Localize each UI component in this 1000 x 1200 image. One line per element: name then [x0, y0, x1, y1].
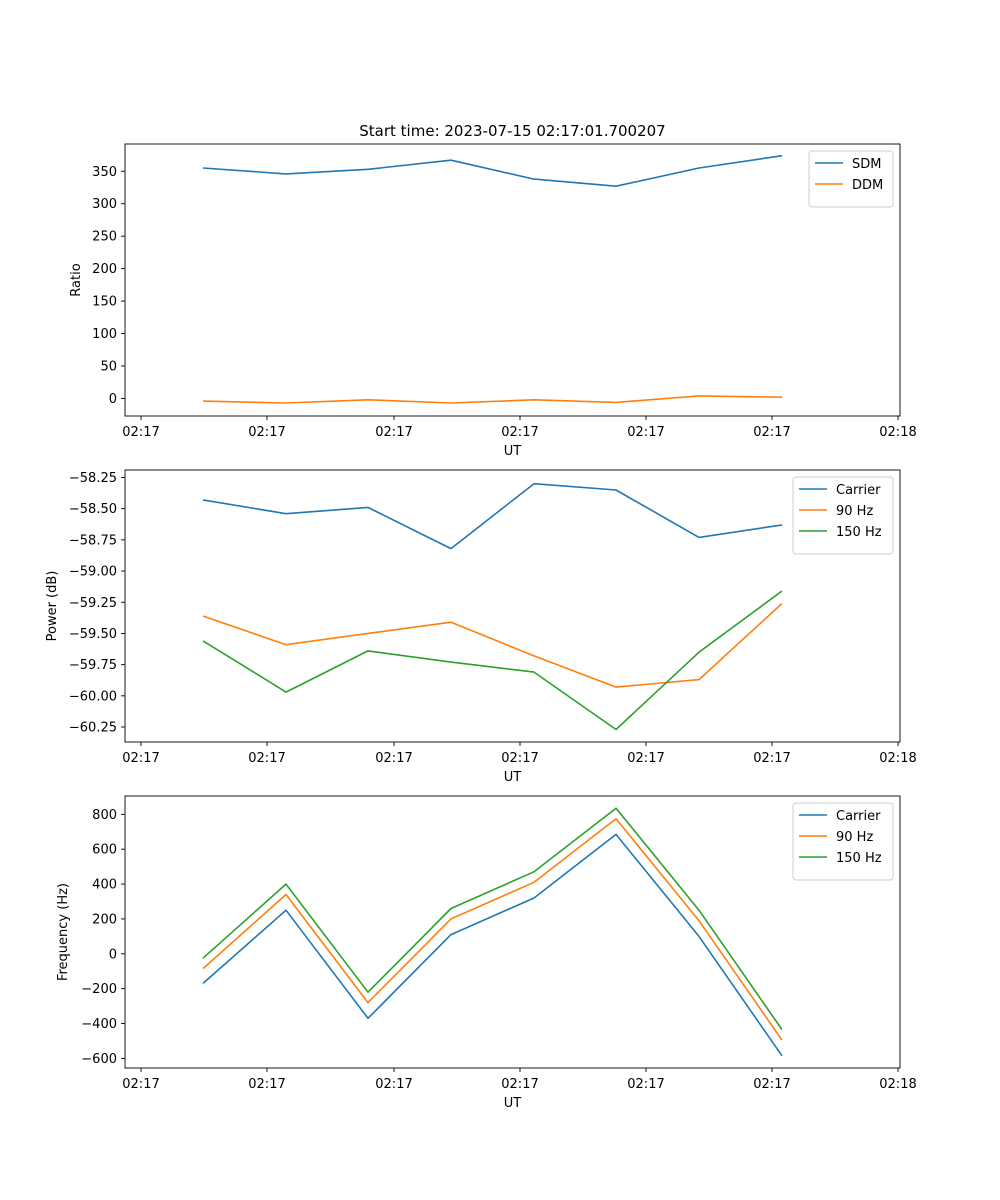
x-axis-label: UT [504, 1096, 522, 1111]
y-tick-label: 0 [109, 392, 117, 407]
y-tick-label: 800 [92, 808, 117, 823]
y-tick-label: 350 [92, 165, 117, 180]
legend-box [792, 802, 894, 881]
plot-frame [124, 469, 901, 743]
x-tick-label: 02:17 [627, 751, 664, 766]
x-tick-label: 02:17 [248, 1077, 285, 1092]
y-tick-label: 250 [92, 230, 117, 245]
x-tick-label: 02:17 [122, 751, 159, 766]
legend-label: 150 Hz [836, 525, 882, 540]
x-tick-label: 02:18 [879, 425, 916, 440]
series-line-ddm [202, 395, 783, 404]
series-line-150-hz [202, 590, 783, 731]
y-tick-label: 150 [92, 295, 117, 310]
x-tick-label: 02:17 [248, 751, 285, 766]
x-axis-label: UT [504, 770, 522, 785]
legend: SDM DDM [808, 150, 894, 208]
legend-label: DDM [852, 178, 883, 193]
y-tick-label: 200 [92, 912, 117, 927]
legend-label: Carrier [836, 809, 881, 824]
ratio-chart: Start time: 2023-07-15 02:17:01.70020702… [69, 122, 917, 459]
legend-label: 90 Hz [836, 830, 873, 845]
x-tick-label: 02:17 [627, 425, 664, 440]
y-axis-label: Frequency (Hz) [56, 883, 71, 981]
series-line-carrier [202, 833, 783, 1057]
y-tick-label: −59.25 [69, 596, 117, 611]
y-tick-label: −59.50 [69, 627, 117, 642]
frequency-chart: 02:17 02:17 02:17 02:17 02:17 02:17 02:18 −600 −… [56, 795, 917, 1111]
y-tick-label: 0 [109, 947, 117, 962]
y-tick-label: 300 [92, 197, 117, 212]
legend: Carrier 90 Hz 150 Hz [792, 802, 894, 881]
legend-label: SDM [852, 157, 881, 172]
legend-box [792, 476, 894, 555]
y-tick-label: 200 [92, 262, 117, 277]
x-tick-label: 02:17 [501, 1077, 538, 1092]
x-tick-label: 02:17 [375, 425, 412, 440]
x-tick-label: 02:17 [122, 1077, 159, 1092]
y-tick-label: 600 [92, 843, 117, 858]
legend-box [808, 150, 894, 208]
x-tick-label: 02:17 [753, 1077, 790, 1092]
x-tick-label: 02:17 [753, 751, 790, 766]
x-tick-label: 02:17 [753, 425, 790, 440]
y-tick-label: 100 [92, 327, 117, 342]
legend-label: 90 Hz [836, 504, 873, 519]
y-tick-label: −58.25 [69, 471, 117, 486]
y-tick-label: −60.00 [69, 689, 117, 704]
x-tick-label: 02:17 [375, 751, 412, 766]
x-tick-label: 02:17 [375, 1077, 412, 1092]
y-axis-label: Power (dB) [45, 571, 60, 642]
y-tick-label: −58.50 [69, 502, 117, 517]
x-tick-label: 02:17 [248, 425, 285, 440]
legend-label: Carrier [836, 483, 881, 498]
y-tick-label: −59.00 [69, 565, 117, 580]
series-line-150-hz [202, 807, 783, 1031]
series-line-90-hz [202, 602, 783, 688]
y-tick-label: −58.75 [69, 533, 117, 548]
y-tick-label: −60.25 [69, 721, 117, 736]
x-tick-label: 02:17 [122, 425, 159, 440]
y-tick-label: −400 [81, 1017, 117, 1032]
y-tick-label: −59.75 [69, 658, 117, 673]
x-tick-label: 02:18 [879, 1077, 916, 1092]
y-axis-label: Ratio [69, 263, 84, 296]
x-tick-label: 02:17 [501, 751, 538, 766]
y-tick-label: 400 [92, 878, 117, 893]
y-tick-label: −600 [81, 1052, 117, 1067]
x-tick-label: 02:17 [501, 425, 538, 440]
series-line-sdm [202, 154, 783, 187]
legend-label: 150 Hz [836, 851, 882, 866]
y-tick-label: −200 [81, 982, 117, 997]
series-line-90-hz [202, 817, 783, 1041]
y-tick-label: 50 [100, 360, 117, 375]
x-tick-label: 02:17 [627, 1077, 664, 1092]
power-chart: 02:17 02:17 02:17 02:17 02:17 02:17 02:18 −60.2… [45, 469, 917, 785]
chart-title: Start time: 2023-07-15 02:17:01.700207 [359, 122, 665, 140]
plot-frame [124, 795, 901, 1069]
series-line-carrier [202, 482, 783, 550]
legend: Carrier 90 Hz 150 Hz [792, 476, 894, 555]
x-axis-label: UT [504, 444, 522, 459]
x-tick-label: 02:18 [879, 751, 916, 766]
plot-frame [124, 143, 901, 417]
